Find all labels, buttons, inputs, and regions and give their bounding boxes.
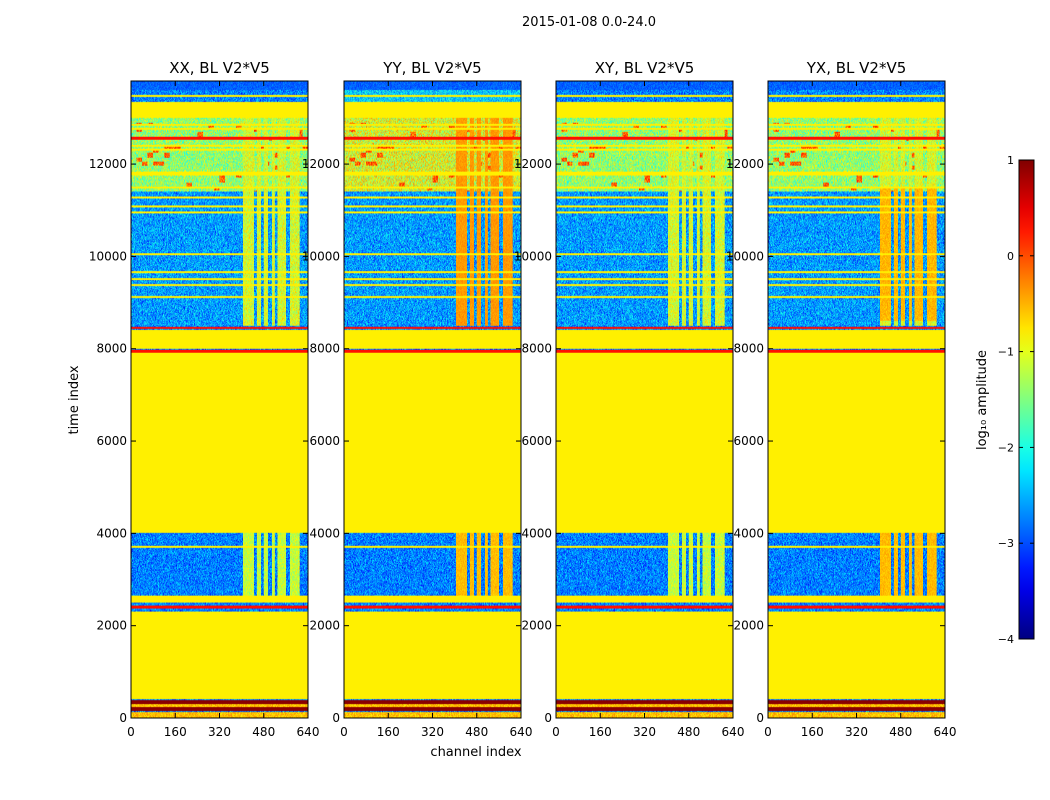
y-tick-label: 8000 — [521, 342, 552, 356]
heatmap-image-yx — [768, 81, 945, 718]
x-tick-label: 0 — [552, 725, 560, 739]
heatmap-image-yy — [344, 81, 521, 718]
panel-title: XX, BL V2*V5 — [169, 59, 270, 77]
y-tick-label: 4000 — [733, 526, 764, 540]
y-tick-label: 6000 — [521, 434, 552, 448]
y-tick-label: 4000 — [521, 526, 552, 540]
colorbar-label: log₁₀ amplitude — [975, 350, 990, 450]
colorbar: 1 0 −1 −2 −3 −4 — [998, 154, 1035, 646]
x-axis-label: channel index — [430, 745, 521, 760]
x-tick-label: 320 — [421, 725, 444, 739]
y-tick-label: 8000 — [733, 342, 764, 356]
x-tick-label: 320 — [845, 725, 868, 739]
figure-suptitle: 2015-01-08 0.0-24.0 — [522, 15, 656, 30]
x-tick-label: 160 — [801, 725, 824, 739]
colorbar-tick-label: 1 — [1007, 154, 1014, 167]
y-tick-label: 2000 — [96, 619, 127, 633]
y-tick-label: 0 — [119, 711, 127, 725]
colorbar-tick-label: −4 — [998, 633, 1014, 646]
x-tick-label: 0 — [340, 725, 348, 739]
panel-yy: YY, BL V2*V5 0 160 320 480 640 0 2000 4000 6000 80… — [302, 59, 533, 739]
y-tick-label: 2000 — [521, 619, 552, 633]
panel-xy: XY, BL V2*V5 0 160 320 480 640 0 2000 4000 6000 80… — [514, 59, 745, 739]
x-tick-label: 160 — [377, 725, 400, 739]
colorbar-tick-label: −1 — [998, 346, 1014, 359]
x-tick-label: 480 — [677, 725, 700, 739]
y-tick-label: 0 — [544, 711, 552, 725]
y-tick-label: 10000 — [89, 249, 127, 263]
heatmap-image-xy — [556, 81, 733, 718]
colorbar-tick-label: −2 — [998, 441, 1014, 454]
x-tick-label: 0 — [764, 725, 772, 739]
y-axis-label: time index — [67, 365, 82, 434]
x-tick-label: 160 — [589, 725, 612, 739]
x-tick-label: 480 — [465, 725, 488, 739]
panel-title: YX, BL V2*V5 — [806, 59, 907, 77]
x-tick-label: 480 — [252, 725, 275, 739]
y-tick-label: 0 — [756, 711, 764, 725]
y-tick-label: 8000 — [309, 342, 340, 356]
y-tick-label: 10000 — [302, 249, 340, 263]
colorbar-tick-label: 0 — [1007, 250, 1014, 263]
y-tick-label: 4000 — [96, 526, 127, 540]
y-tick-label: 8000 — [96, 342, 127, 356]
y-tick-label: 12000 — [726, 157, 764, 171]
x-tick-label: 640 — [722, 725, 745, 739]
x-tick-label: 320 — [208, 725, 231, 739]
y-tick-label: 6000 — [96, 434, 127, 448]
panel-title: XY, BL V2*V5 — [595, 59, 695, 77]
y-tick-label: 0 — [332, 711, 340, 725]
colorbar-tick-label: −3 — [998, 537, 1014, 550]
x-tick-label: 480 — [889, 725, 912, 739]
colorbar-gradient — [1018, 159, 1035, 640]
x-tick-label: 160 — [164, 725, 187, 739]
y-tick-label: 2000 — [733, 619, 764, 633]
y-tick-label: 4000 — [309, 526, 340, 540]
y-tick-label: 10000 — [514, 249, 552, 263]
x-tick-label: 320 — [633, 725, 656, 739]
y-tick-label: 2000 — [309, 619, 340, 633]
panel-title: YY, BL V2*V5 — [382, 59, 481, 77]
x-tick-label: 640 — [297, 725, 320, 739]
panel-xx: XX, BL V2*V5 0 160 320 480 640 0 2000 4000 6000 80… — [89, 59, 320, 739]
panel-yx: YX, BL V2*V5 0 160 320 480 640 0 2000 4000 6000 80… — [726, 59, 957, 739]
x-tick-label: 640 — [510, 725, 533, 739]
y-tick-label: 12000 — [514, 157, 552, 171]
heatmap-image-xx — [131, 81, 308, 718]
panels-group: XX, BL V2*V5 0 160 320 480 640 0 2000 4000 6000 80… — [89, 59, 957, 739]
y-tick-label: 12000 — [89, 157, 127, 171]
x-tick-label: 0 — [127, 725, 135, 739]
y-tick-label: 6000 — [309, 434, 340, 448]
y-tick-label: 10000 — [726, 249, 764, 263]
y-tick-label: 6000 — [733, 434, 764, 448]
x-tick-label: 640 — [934, 725, 957, 739]
y-tick-label: 12000 — [302, 157, 340, 171]
